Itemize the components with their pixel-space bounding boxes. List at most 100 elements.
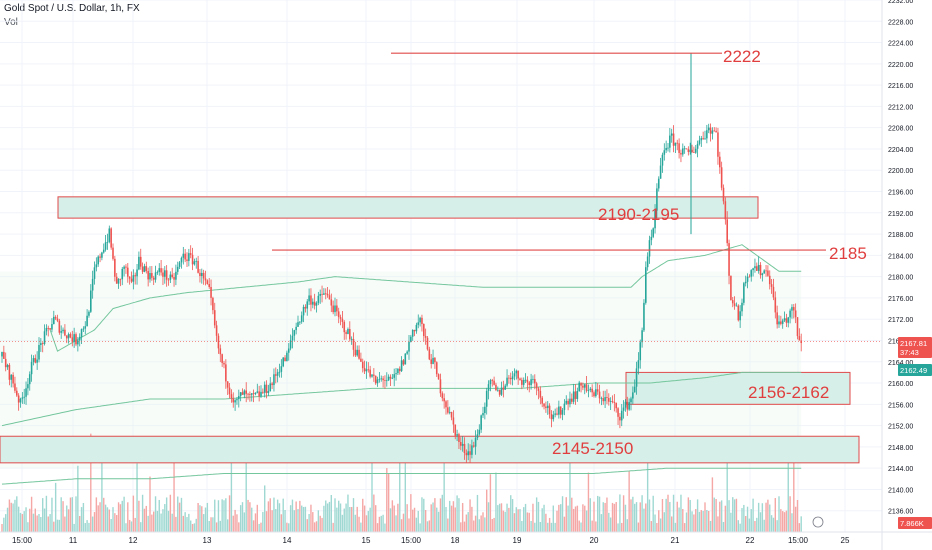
candle-body bbox=[774, 297, 777, 313]
volume-bar bbox=[47, 516, 49, 532]
volume-bar bbox=[247, 499, 249, 532]
candle-body bbox=[114, 258, 116, 277]
candle-body bbox=[682, 148, 684, 155]
candle-body bbox=[515, 370, 518, 374]
volume-bar bbox=[23, 511, 25, 532]
volume-bar bbox=[630, 499, 632, 532]
volume-bar bbox=[182, 515, 184, 532]
candle-body bbox=[158, 268, 161, 272]
candle-body bbox=[45, 327, 48, 332]
candle-body bbox=[160, 268, 162, 273]
volume-bar bbox=[75, 496, 77, 532]
candle-body bbox=[332, 305, 334, 313]
candle-body bbox=[630, 398, 632, 403]
candle-body bbox=[497, 389, 499, 391]
volume-bar bbox=[652, 495, 654, 532]
candle-body bbox=[719, 156, 721, 168]
candle-body bbox=[293, 330, 296, 336]
volume-bar bbox=[360, 522, 362, 532]
y-tick-label: 2228.00 bbox=[888, 19, 913, 26]
volume-bar bbox=[306, 519, 308, 532]
candle-body bbox=[345, 332, 347, 334]
y-tick-label: 2216.00 bbox=[888, 83, 913, 90]
y-tick-label: 2156.00 bbox=[888, 402, 913, 409]
candle-body bbox=[609, 401, 612, 402]
volume-bar bbox=[528, 512, 530, 532]
candle-body bbox=[62, 329, 64, 332]
volume-bar bbox=[114, 513, 116, 532]
candle-body bbox=[53, 316, 55, 325]
volume-bar bbox=[648, 499, 651, 532]
volume-bar bbox=[147, 515, 149, 532]
candle-body bbox=[471, 445, 473, 455]
candle-body bbox=[99, 256, 101, 258]
volume-bar bbox=[582, 504, 584, 532]
candle-body bbox=[728, 243, 730, 276]
candle-body bbox=[180, 257, 183, 263]
volume-bar bbox=[54, 482, 57, 532]
volume-bar bbox=[384, 523, 386, 532]
candle-body bbox=[373, 374, 375, 376]
volume-bar bbox=[326, 503, 329, 532]
volume-bar bbox=[682, 509, 684, 532]
x-tick-label: 19 bbox=[513, 536, 522, 545]
candle-body bbox=[319, 293, 321, 296]
level-label: 2222 bbox=[723, 47, 761, 66]
candle-body bbox=[125, 266, 127, 268]
volume-bar bbox=[328, 501, 331, 532]
candle-body bbox=[450, 411, 453, 418]
candle-body bbox=[284, 357, 286, 362]
candle-body bbox=[175, 271, 177, 280]
volume-bar bbox=[634, 503, 636, 532]
volume-bar bbox=[373, 494, 375, 532]
candle-body bbox=[558, 406, 560, 415]
volume-bar bbox=[680, 494, 682, 532]
volume-bar bbox=[323, 505, 325, 532]
candle-body bbox=[299, 321, 301, 323]
candle-body bbox=[678, 143, 680, 153]
volume-bar bbox=[530, 521, 532, 532]
candle-body bbox=[417, 322, 420, 325]
candle-body bbox=[258, 391, 260, 397]
volume-bar bbox=[412, 509, 414, 532]
volume-bar bbox=[141, 494, 144, 532]
volume-bar bbox=[313, 522, 316, 532]
volume-bar bbox=[619, 494, 621, 532]
candle-body bbox=[152, 277, 155, 280]
volume-bar bbox=[621, 522, 623, 532]
candle-body bbox=[772, 286, 775, 298]
candle-body bbox=[798, 336, 801, 341]
volume-bar bbox=[683, 523, 686, 532]
volume-bar bbox=[271, 510, 273, 532]
volume-bar bbox=[38, 514, 40, 532]
volume-bar bbox=[284, 509, 286, 532]
volume-bar bbox=[637, 522, 640, 532]
volume-bar bbox=[480, 515, 482, 532]
volume-bar bbox=[223, 500, 225, 532]
candle-body bbox=[67, 334, 70, 339]
candle-body bbox=[593, 392, 595, 397]
volume-bar bbox=[650, 521, 653, 532]
candle-body bbox=[243, 390, 246, 395]
volume-bar bbox=[369, 507, 371, 532]
candle-body bbox=[785, 318, 788, 323]
volume-bar bbox=[532, 503, 534, 532]
volume-bar bbox=[572, 508, 575, 532]
volume-bar bbox=[339, 503, 342, 532]
candle-body bbox=[500, 387, 503, 395]
candle-body bbox=[659, 165, 662, 179]
volume-bar bbox=[541, 508, 543, 532]
candle-body bbox=[676, 142, 679, 144]
y-tick-label: 2224.00 bbox=[888, 41, 913, 48]
volume-bar bbox=[609, 517, 612, 532]
volume-bar bbox=[434, 498, 436, 532]
volume-bar bbox=[678, 507, 680, 532]
volume-bar bbox=[276, 499, 279, 532]
volume-bar bbox=[602, 502, 604, 532]
candle-body bbox=[212, 297, 214, 311]
volume-bar bbox=[558, 504, 560, 532]
candle-body bbox=[726, 219, 728, 244]
candle-body bbox=[591, 388, 593, 393]
candle-body bbox=[580, 382, 582, 386]
